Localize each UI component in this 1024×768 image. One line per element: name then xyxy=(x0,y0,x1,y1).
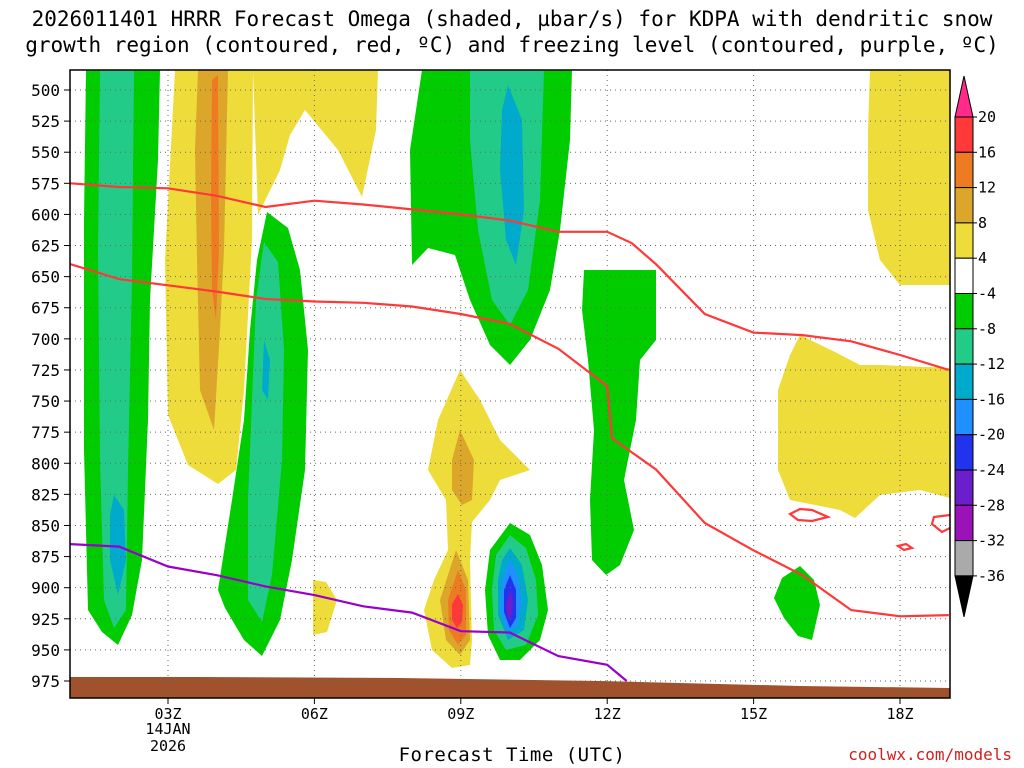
colorbar-label: 4 xyxy=(978,249,987,267)
freezing-level-line xyxy=(70,543,628,682)
x-axis: 03Z 06Z 09Z 12Z 15Z 18Z xyxy=(154,698,914,723)
colorbar-segment xyxy=(954,151,974,189)
colorbar-label: 20 xyxy=(978,108,996,126)
omega-region-sinking-small xyxy=(313,580,337,635)
date-label-day: 14JAN xyxy=(145,720,191,738)
colorbar-segment xyxy=(954,222,974,259)
y-tick-label: 900 xyxy=(31,579,60,598)
credit-link[interactable]: coolwx.com/models xyxy=(848,745,1012,764)
colorbar-label: -32 xyxy=(978,532,1005,550)
y-tick-label: 625 xyxy=(31,237,60,256)
y-tick-label: 850 xyxy=(31,516,60,535)
colorbar: 20 16 12 8 4 -4 -8 -12 -16 -20 -24 -28 -32 -36 xyxy=(954,75,1005,618)
y-tick-label: 525 xyxy=(31,112,60,131)
colorbar-segment xyxy=(954,257,974,295)
dgz-small-contour-3 xyxy=(930,513,950,534)
omega-region-sinking-right-lower xyxy=(778,335,950,518)
omega-region-upward-left-inner xyxy=(98,70,134,628)
y-tick-label: 750 xyxy=(31,392,60,411)
colorbar-bottom-triangle xyxy=(954,575,974,618)
x-tick-label: 15Z xyxy=(740,705,767,723)
colorbar-top-triangle xyxy=(954,75,974,118)
y-tick-label: 600 xyxy=(31,205,60,224)
x-tick-label: 06Z xyxy=(301,705,328,723)
omega-shading xyxy=(70,70,950,698)
omega-region-upward-16z xyxy=(774,566,820,640)
date-label-year: 2026 xyxy=(149,737,187,755)
y-tick-label: 675 xyxy=(31,299,60,318)
y-tick-label: 875 xyxy=(31,548,60,567)
colorbar-label: 16 xyxy=(978,143,996,161)
colorbar-segment xyxy=(954,469,974,506)
colorbar-segment xyxy=(954,434,974,471)
colorbar-segment xyxy=(954,504,974,542)
y-tick-label: 925 xyxy=(31,610,60,629)
colorbar-segment xyxy=(954,187,974,224)
y-tick-label: 950 xyxy=(31,641,60,660)
omega-region-sinking-arc xyxy=(253,70,378,215)
contour-series xyxy=(70,182,950,682)
grid xyxy=(70,70,950,698)
y-tick-label: 650 xyxy=(31,268,60,287)
contours xyxy=(787,507,950,552)
colorbar-segment xyxy=(954,398,974,436)
x-tick-label: 18Z xyxy=(886,705,913,723)
omega-region-sinking-plume-inner xyxy=(195,70,228,430)
x-tick-label: 03Z xyxy=(154,705,181,723)
chart-title: 2026011401 HRRR Forecast Omega (shaded, … xyxy=(0,6,1024,58)
colorbar-label: 12 xyxy=(978,179,996,197)
dendritic-growth-line xyxy=(70,182,950,371)
x-tick-label: 12Z xyxy=(594,705,621,723)
y-tick-label: 700 xyxy=(31,330,60,349)
chart-title-line-1: 2026011401 HRRR Forecast Omega (shaded, … xyxy=(31,7,993,31)
colorbar-label: 8 xyxy=(978,214,987,232)
colorbar-label: -28 xyxy=(978,496,1005,514)
dgz-small-contour-2 xyxy=(895,542,915,552)
plot-border xyxy=(69,69,951,699)
omega-region-sinking-09z-max xyxy=(452,594,463,628)
omega-region-upward-10z-6 xyxy=(506,590,513,620)
colorbar-label: -8 xyxy=(978,320,996,338)
y-tick-label: 975 xyxy=(31,672,60,691)
colorbar-segment xyxy=(954,363,974,400)
date-label: 14JAN 2026 xyxy=(118,721,218,755)
colorbar-label: -12 xyxy=(978,355,1005,373)
colorbar-label: -20 xyxy=(978,426,1005,444)
y-axis: 500 525 550 575 600 625 650 675 700 725 750 775 800 8… xyxy=(31,81,70,691)
y-tick-label: 725 xyxy=(31,361,60,380)
colorbar-segment xyxy=(954,328,974,365)
y-tick-label: 500 xyxy=(31,81,60,100)
dgz-small-contour-1 xyxy=(787,507,832,523)
colorbar-segment xyxy=(954,540,974,577)
colorbar-label: -36 xyxy=(978,567,1005,585)
colorbar-label: -16 xyxy=(978,390,1005,408)
y-tick-label: 825 xyxy=(31,485,60,504)
chart-title-line-2: growth region (contoured, red, ºC) and f… xyxy=(25,33,999,57)
y-tick-label: 575 xyxy=(31,174,60,193)
omega-region-upward-12z xyxy=(582,270,656,575)
omega-region-sinking-plume-core xyxy=(211,75,219,320)
colorbar-segment xyxy=(954,293,974,330)
y-tick-label: 800 xyxy=(31,454,60,473)
omega-region-upward-left-core xyxy=(110,495,126,595)
colorbar-label: -4 xyxy=(978,285,996,303)
y-tick-label: 775 xyxy=(31,423,60,442)
y-tick-label: 550 xyxy=(31,143,60,162)
x-axis-title: Forecast Time (UTC) xyxy=(398,744,626,766)
colorbar-label: -24 xyxy=(978,461,1005,479)
x-tick-label: 09Z xyxy=(447,705,474,723)
colorbar-segment xyxy=(954,116,974,153)
dendritic-growth-line xyxy=(70,263,949,618)
terrain xyxy=(70,677,950,698)
omega-region-sinking-right xyxy=(868,70,950,285)
